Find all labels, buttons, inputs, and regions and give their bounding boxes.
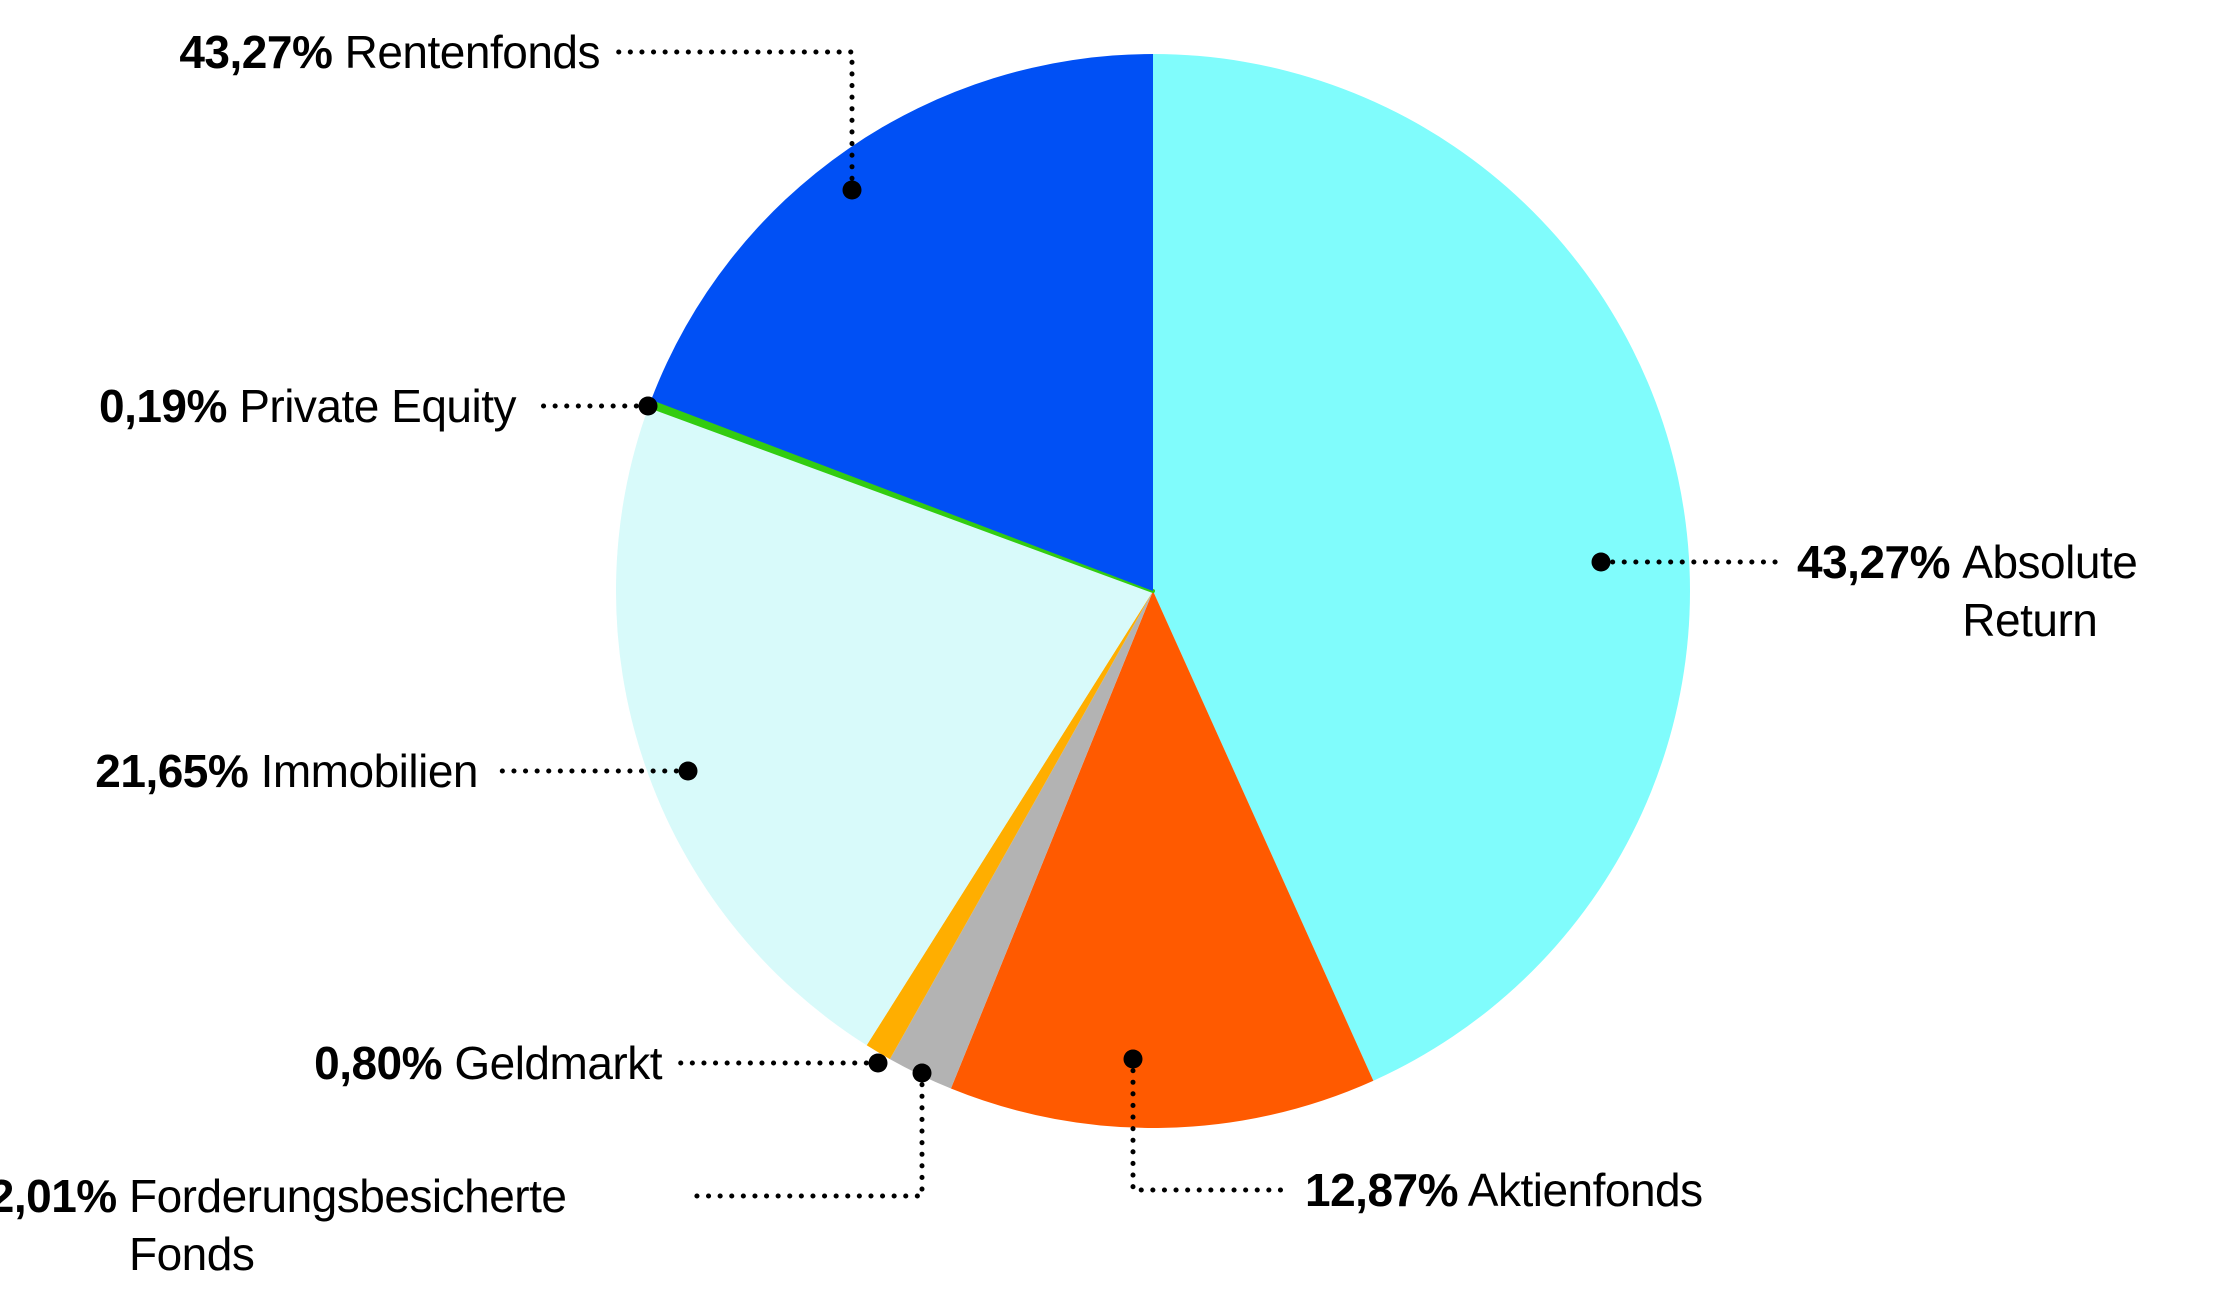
pie-slice-aktienfonds[interactable] — [950, 591, 1374, 1128]
anchor-dot-forderungsbesicherte-fonds — [912, 1063, 932, 1083]
slice-percent: 43,27% — [1797, 536, 1951, 588]
callout-label-immobilien: 21,65% Immobilien — [95, 742, 478, 800]
callout-label-private-equity: 0,19% Private Equity — [98, 377, 517, 435]
anchor-dot-absolute-return — [1591, 552, 1611, 572]
slice-percent: 0,80% — [314, 1037, 443, 1089]
slice-name: Absolute Return — [1962, 536, 2138, 646]
callout-label-aktienfonds: 12,87% Aktienfonds — [1305, 1161, 1703, 1219]
leader-line-rentenfonds — [611, 49, 855, 193]
pie-slice-geldmarkt[interactable] — [866, 591, 1153, 1060]
anchor-dot-immobilien — [678, 761, 698, 781]
callout-label-rentenfonds: 43,27% Rentenfonds — [179, 23, 600, 81]
anchor-dot-private-equity — [638, 396, 658, 416]
leader-line-forderungsbesicherte-fonds — [687, 1070, 925, 1199]
anchor-dot-aktienfonds — [1123, 1049, 1143, 1069]
slice-name: Aktienfonds — [1467, 1164, 1703, 1216]
anchor-dot-rentenfonds — [842, 180, 862, 200]
callout-label-absolute-return: 43,27% Absolute Return — [1797, 533, 2177, 649]
pie-slice-immobilien[interactable] — [616, 405, 1153, 1046]
slice-name: Private Equity — [239, 380, 516, 432]
slice-name: Immobilien — [260, 745, 479, 797]
slice-percent: 21,65% — [95, 745, 249, 797]
slice-percent: 43,27% — [179, 26, 333, 78]
slice-name: Rentenfonds — [344, 26, 601, 78]
slice-percent: 2,01% — [0, 1170, 117, 1222]
slice-percent: 0,19% — [98, 380, 227, 432]
slice-name: Geldmarkt — [454, 1037, 662, 1089]
anchor-dot-geldmarkt — [868, 1053, 888, 1073]
callout-label-forderungsbesicherte-fonds: 2,01% Forderungsbesicherte Fonds — [0, 1167, 674, 1283]
pie-slices — [616, 53, 1690, 1128]
callout-label-geldmarkt: 0,80% Geldmarkt — [314, 1034, 662, 1092]
callout-leaders — [491, 49, 1785, 1199]
slice-percent: 12,87% — [1305, 1164, 1459, 1216]
pie-slice-rentenfonds[interactable] — [651, 53, 1153, 591]
pie-slice-absolute-return[interactable] — [1153, 54, 1690, 1081]
slice-name: Forderungsbesicherte Fonds — [129, 1170, 567, 1280]
pie-slice-forderungsbesicherte-fonds[interactable] — [889, 591, 1153, 1089]
